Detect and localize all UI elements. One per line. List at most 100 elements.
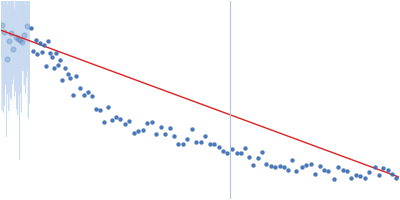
Point <box>167 126 173 130</box>
Point <box>4 57 10 60</box>
Point <box>0 23 6 26</box>
Point <box>162 132 168 135</box>
Point <box>357 175 364 178</box>
Point <box>175 142 181 145</box>
Point <box>348 176 355 179</box>
Point <box>88 95 95 98</box>
Point <box>21 34 28 37</box>
Point <box>180 143 186 146</box>
Point <box>140 129 146 132</box>
Point <box>14 38 21 41</box>
Point <box>76 87 83 90</box>
Point <box>293 169 300 173</box>
Point <box>6 39 12 42</box>
Point <box>48 56 55 59</box>
Point <box>238 151 244 154</box>
Point <box>202 135 208 138</box>
Point <box>234 152 240 155</box>
Point <box>224 152 230 155</box>
Point <box>250 164 256 167</box>
Point <box>122 123 128 126</box>
Point <box>59 78 66 81</box>
Point <box>30 49 36 53</box>
Point <box>100 121 107 124</box>
Point <box>325 169 332 172</box>
Point <box>67 76 74 79</box>
Point <box>72 74 79 77</box>
Point <box>92 107 99 111</box>
Point <box>64 72 71 75</box>
Point <box>321 169 328 172</box>
Point <box>108 118 115 122</box>
Point <box>70 93 76 96</box>
Point <box>216 145 222 148</box>
Point <box>229 147 235 150</box>
Point <box>302 163 309 166</box>
Point <box>184 137 190 141</box>
Point <box>24 25 30 28</box>
Point <box>38 51 45 54</box>
Point <box>27 27 34 30</box>
Point <box>371 166 378 169</box>
Point <box>272 165 278 169</box>
Point <box>298 165 305 168</box>
Point <box>80 93 87 96</box>
Point <box>126 119 132 122</box>
Point <box>62 66 68 69</box>
Point <box>10 47 16 50</box>
Point <box>56 59 63 62</box>
Point <box>334 166 341 169</box>
Point <box>144 122 150 125</box>
Point <box>104 106 111 109</box>
Point <box>385 169 391 172</box>
Point <box>380 166 386 169</box>
Point <box>340 168 346 171</box>
Point <box>312 172 318 175</box>
Point <box>17 39 23 42</box>
Point <box>1 30 8 34</box>
Point <box>198 141 204 144</box>
Point <box>36 42 43 45</box>
Point <box>366 171 373 174</box>
Point <box>344 170 350 173</box>
Point <box>258 150 265 153</box>
Point <box>207 142 213 146</box>
Point <box>149 121 155 124</box>
Point <box>12 36 19 39</box>
Point <box>117 117 124 120</box>
Point <box>42 64 49 68</box>
Point <box>280 165 287 168</box>
Point <box>189 128 195 131</box>
Point <box>220 150 226 153</box>
Point <box>113 115 120 118</box>
Point <box>393 176 399 179</box>
Point <box>50 66 57 69</box>
Point <box>131 132 138 135</box>
Point <box>135 130 142 133</box>
Point <box>246 155 252 158</box>
Point <box>158 125 164 129</box>
Point <box>389 173 395 176</box>
Point <box>268 164 274 167</box>
Point <box>171 134 177 137</box>
Point <box>316 164 323 167</box>
Point <box>32 39 39 42</box>
Point <box>330 178 337 181</box>
Point <box>8 32 14 35</box>
Point <box>262 162 269 166</box>
Point <box>52 52 59 55</box>
Point <box>211 143 217 146</box>
Point <box>353 173 360 177</box>
Point <box>254 157 261 160</box>
Point <box>54 63 61 67</box>
Point <box>285 168 292 171</box>
Point <box>193 141 199 144</box>
Point <box>46 51 53 55</box>
Point <box>242 146 248 149</box>
Point <box>276 165 283 168</box>
Point <box>19 41 25 44</box>
Point <box>375 173 382 176</box>
Point <box>289 158 296 162</box>
Point <box>153 133 159 136</box>
Point <box>44 39 51 43</box>
